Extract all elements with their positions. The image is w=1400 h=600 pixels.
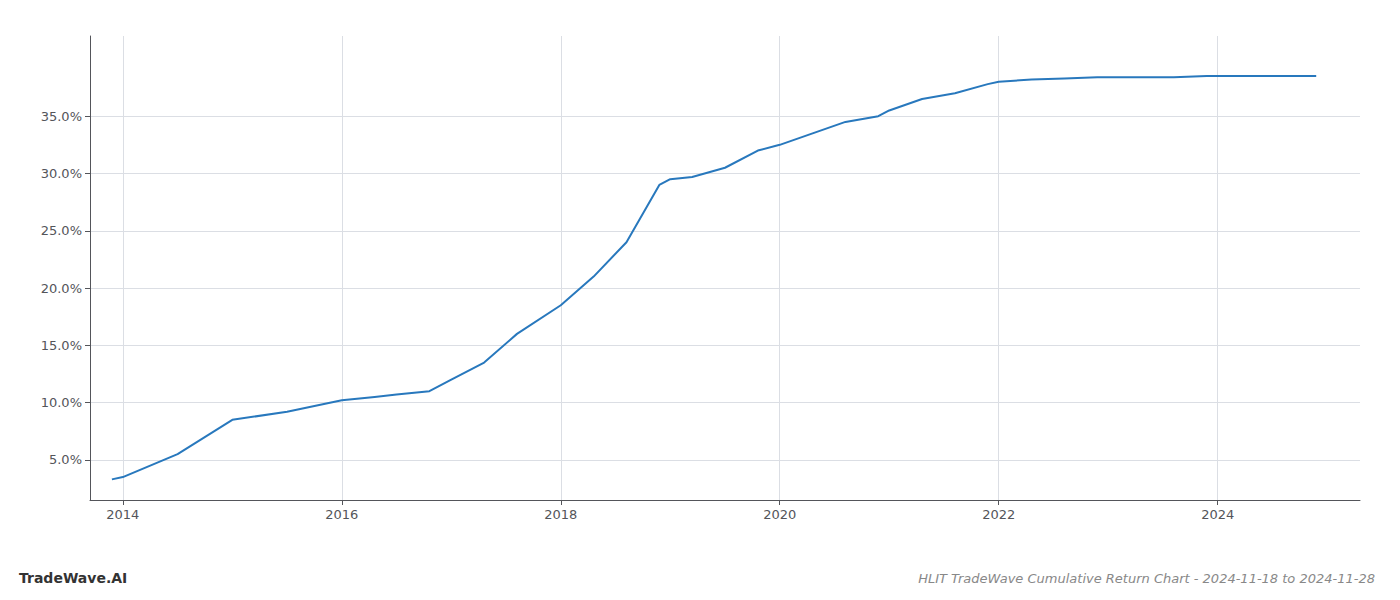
svg-text:2022: 2022 bbox=[982, 507, 1015, 522]
svg-text:2024: 2024 bbox=[1201, 507, 1234, 522]
svg-text:10.0%: 10.0% bbox=[41, 395, 82, 410]
svg-text:35.0%: 35.0% bbox=[41, 109, 82, 124]
svg-text:TradeWave.AI: TradeWave.AI bbox=[19, 570, 127, 586]
svg-text:2014: 2014 bbox=[106, 507, 139, 522]
svg-text:25.0%: 25.0% bbox=[41, 223, 82, 238]
svg-text:2020: 2020 bbox=[763, 507, 796, 522]
svg-text:2016: 2016 bbox=[325, 507, 358, 522]
svg-text:30.0%: 30.0% bbox=[41, 166, 82, 181]
svg-text:2018: 2018 bbox=[544, 507, 577, 522]
svg-text:20.0%: 20.0% bbox=[41, 281, 82, 296]
svg-text:15.0%: 15.0% bbox=[41, 338, 82, 353]
svg-text:HLIT TradeWave Cumulative Retu: HLIT TradeWave Cumulative Return Chart -… bbox=[918, 571, 1375, 586]
svg-text:5.0%: 5.0% bbox=[49, 452, 82, 467]
